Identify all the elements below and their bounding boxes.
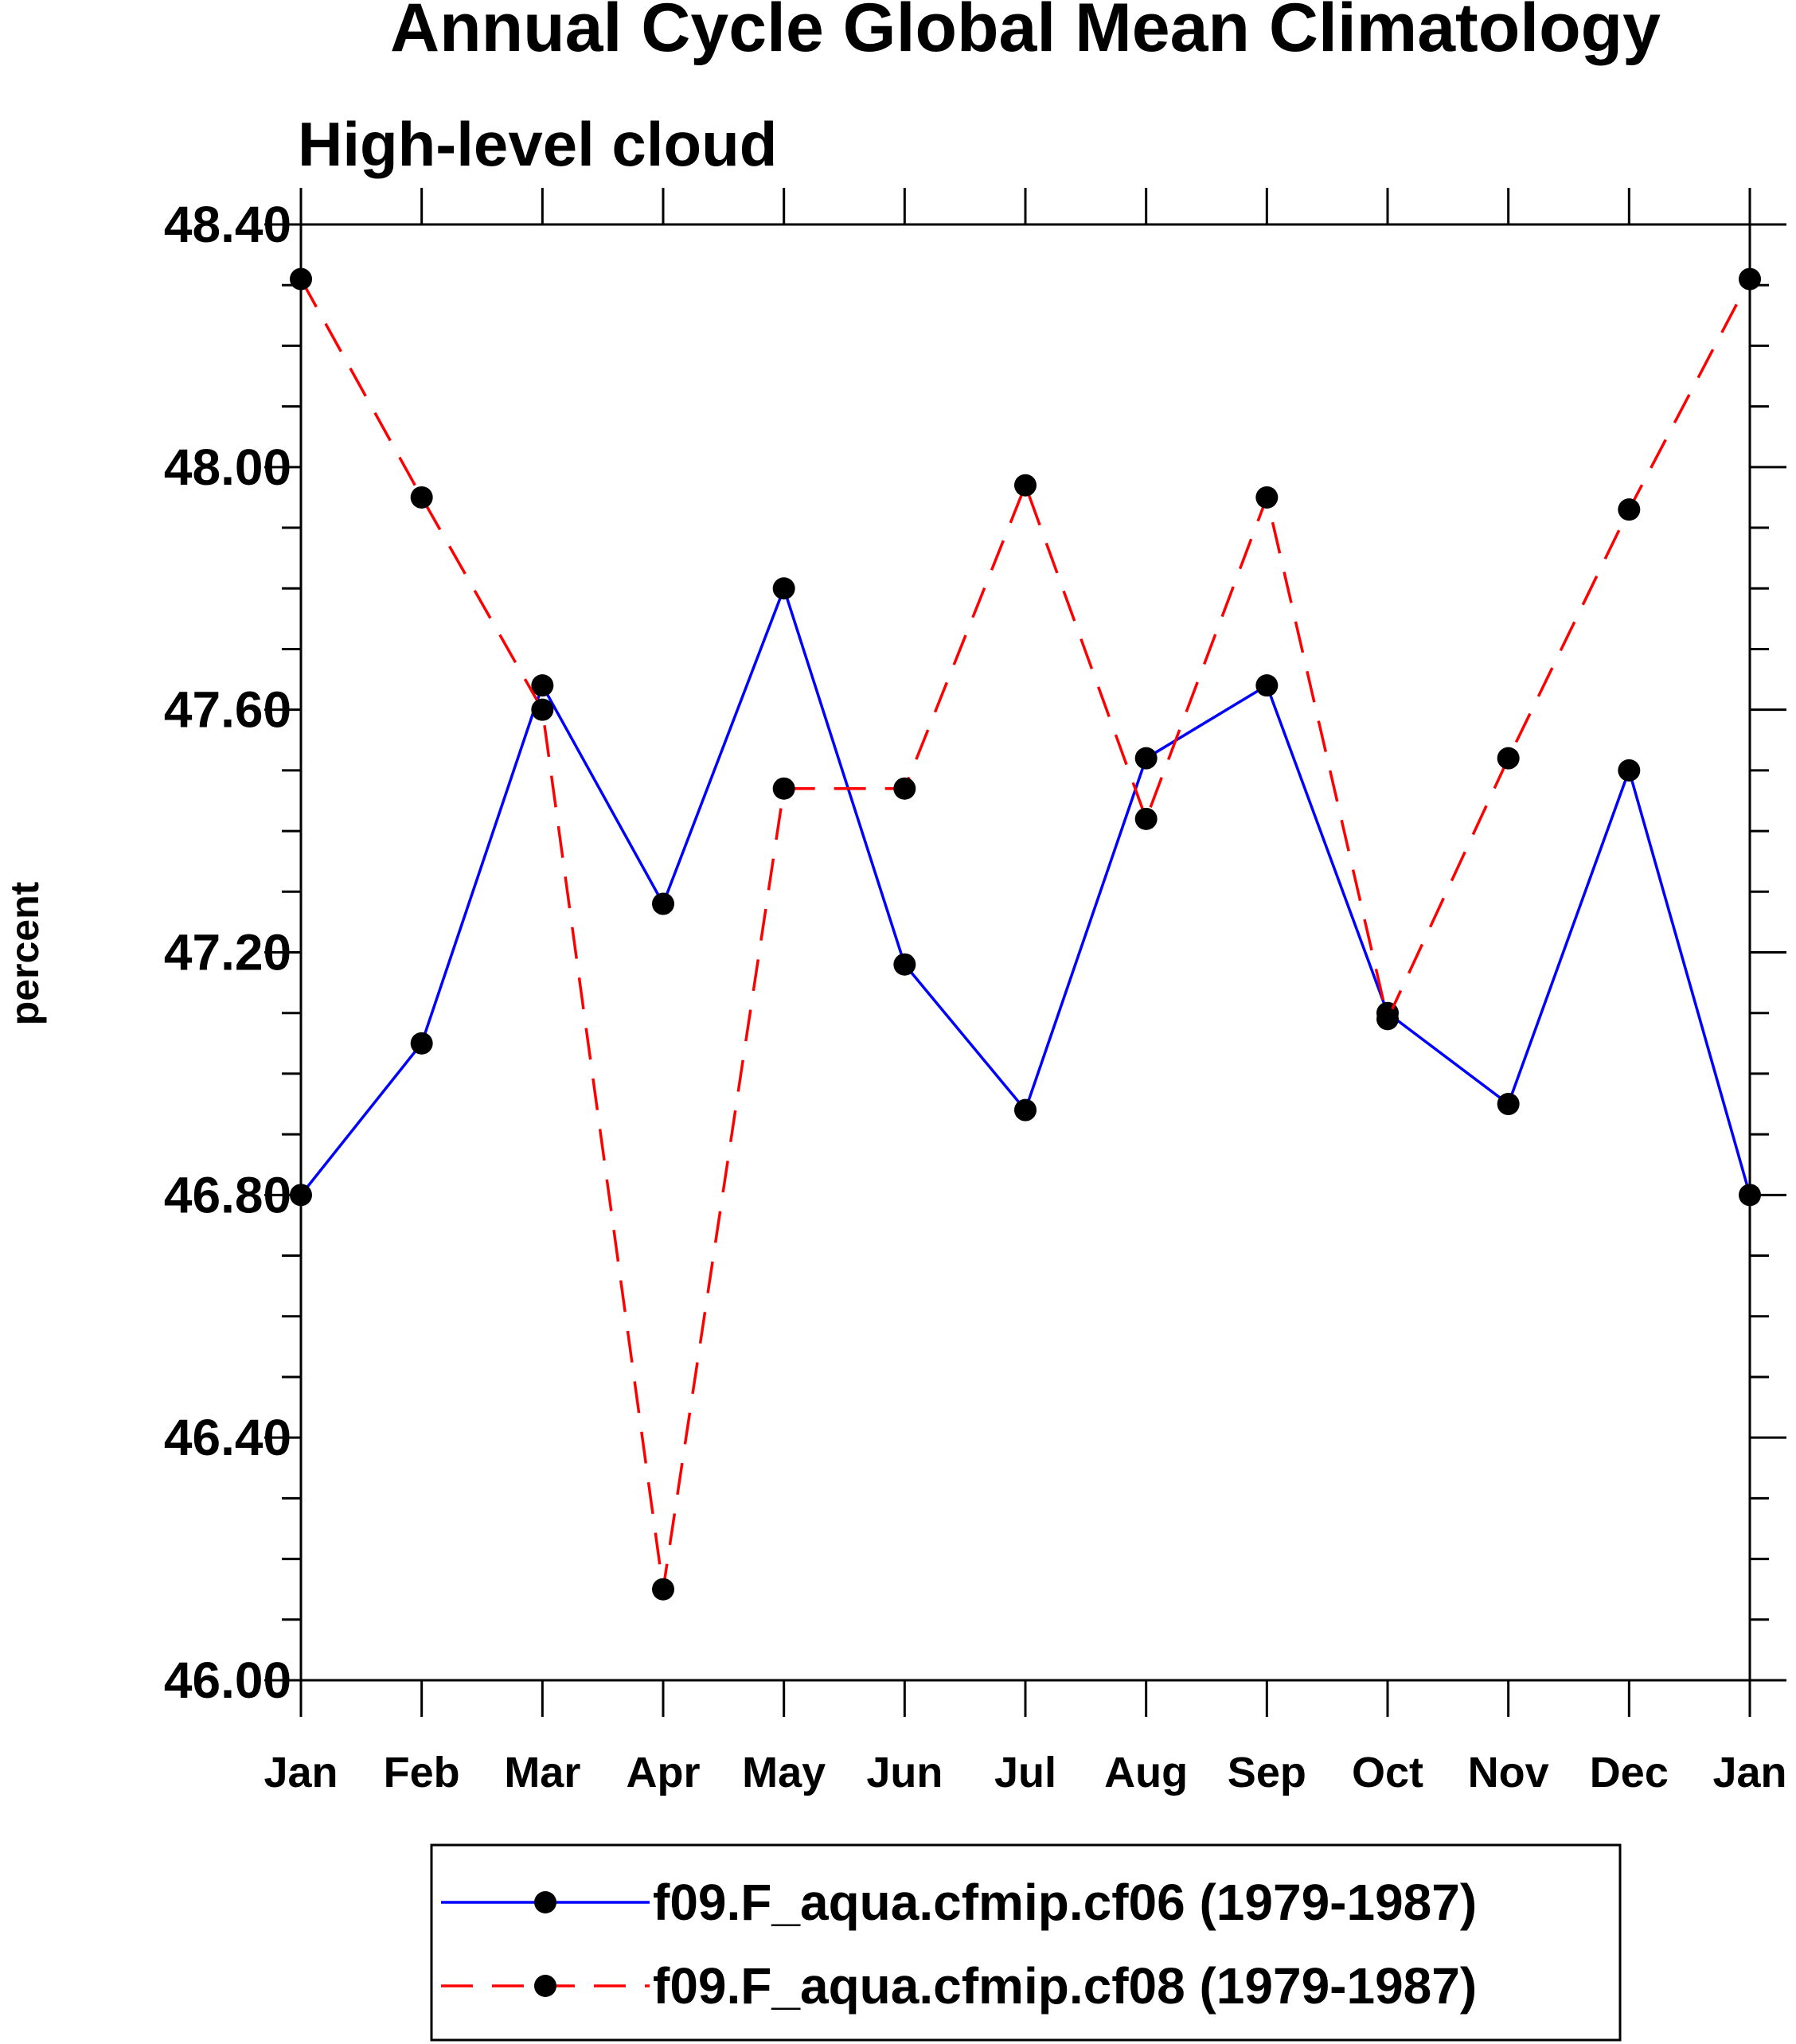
data-point bbox=[652, 892, 674, 915]
legend-box bbox=[430, 1843, 1622, 2042]
data-point bbox=[1255, 486, 1279, 509]
chart-title: Annual Cycle Global Mean Climatology bbox=[390, 0, 1661, 66]
x-tick-label: Jan bbox=[1712, 1749, 1786, 1796]
data-point bbox=[893, 777, 916, 800]
legend-label: f09.F_aqua.cfmip.cf08 (1979-1987) bbox=[653, 1957, 1477, 2015]
x-tick-label: Jun bbox=[866, 1749, 943, 1796]
data-point bbox=[1739, 1184, 1761, 1207]
data-point bbox=[893, 953, 916, 976]
y-axis-label: percent bbox=[2, 881, 47, 1025]
plot-frame bbox=[299, 223, 1751, 1682]
legend: f09.F_aqua.cfmip.cf06 (1979-1987) f09.F_a… bbox=[430, 1843, 1622, 2042]
y-tick-label: 47.60 bbox=[164, 681, 291, 739]
legend-marker bbox=[534, 1891, 556, 1913]
data-point bbox=[1134, 807, 1158, 830]
data-point bbox=[652, 1578, 674, 1601]
x-tick-label: May bbox=[742, 1749, 826, 1796]
x-tick-label: Feb bbox=[384, 1749, 460, 1796]
series-layer bbox=[290, 267, 1761, 1601]
x-tick-label: Dec bbox=[1590, 1749, 1669, 1796]
data-point bbox=[1255, 674, 1279, 697]
y-tick-label: 46.00 bbox=[164, 1652, 291, 1709]
data-point bbox=[772, 777, 795, 800]
data-point bbox=[410, 486, 433, 509]
x-tick-label: Mar bbox=[504, 1749, 580, 1796]
data-point bbox=[1376, 1008, 1399, 1031]
data-point bbox=[772, 577, 795, 600]
x-tick-label: Nov bbox=[1468, 1749, 1549, 1796]
legend-entry: f09.F_aqua.cfmip.cf06 (1979-1987) bbox=[441, 1874, 1477, 1931]
data-point bbox=[1497, 1093, 1520, 1116]
data-point bbox=[1618, 498, 1641, 521]
y-tick-label: 48.40 bbox=[164, 196, 291, 253]
tick-labels: Jan Feb Mar Apr May Jun Jul Aug Sep Oct Nov Dec Jan 4… bbox=[164, 196, 1787, 1796]
legend-entry: f09.F_aqua.cfmip.cf08 (1979-1987) bbox=[441, 1957, 1477, 2015]
data-point bbox=[1014, 474, 1037, 497]
x-tick-label: Apr bbox=[627, 1749, 701, 1796]
legend-label: f09.F_aqua.cfmip.cf06 (1979-1987) bbox=[653, 1874, 1477, 1931]
data-point bbox=[1497, 747, 1520, 770]
legend-marker bbox=[534, 1975, 556, 1997]
data-point bbox=[410, 1032, 433, 1055]
series-1 bbox=[290, 577, 1761, 1207]
data-point bbox=[1134, 747, 1158, 770]
x-tick-label: Aug bbox=[1104, 1749, 1188, 1796]
data-point bbox=[290, 1184, 312, 1207]
x-tick-label: Jan bbox=[264, 1749, 338, 1796]
y-tick-label: 47.20 bbox=[164, 924, 291, 981]
data-point bbox=[531, 698, 554, 721]
data-point bbox=[1014, 1098, 1037, 1121]
series-2 bbox=[290, 267, 1761, 1601]
legend-entries: f09.F_aqua.cfmip.cf06 (1979-1987) f09.F_a… bbox=[441, 1874, 1477, 2015]
tick-marks bbox=[264, 188, 1786, 1717]
y-tick-label: 48.00 bbox=[164, 439, 291, 496]
x-tick-label: Jul bbox=[994, 1749, 1056, 1796]
data-point bbox=[1618, 759, 1641, 782]
data-point bbox=[1739, 267, 1761, 291]
x-tick-label: Oct bbox=[1352, 1749, 1423, 1796]
chart-subtitle: High-level cloud bbox=[298, 109, 777, 179]
y-tick-label: 46.40 bbox=[164, 1409, 291, 1466]
data-point bbox=[531, 674, 554, 697]
data-point bbox=[290, 267, 312, 291]
x-tick-label: Sep bbox=[1228, 1749, 1306, 1796]
y-tick-label: 46.80 bbox=[164, 1166, 291, 1223]
